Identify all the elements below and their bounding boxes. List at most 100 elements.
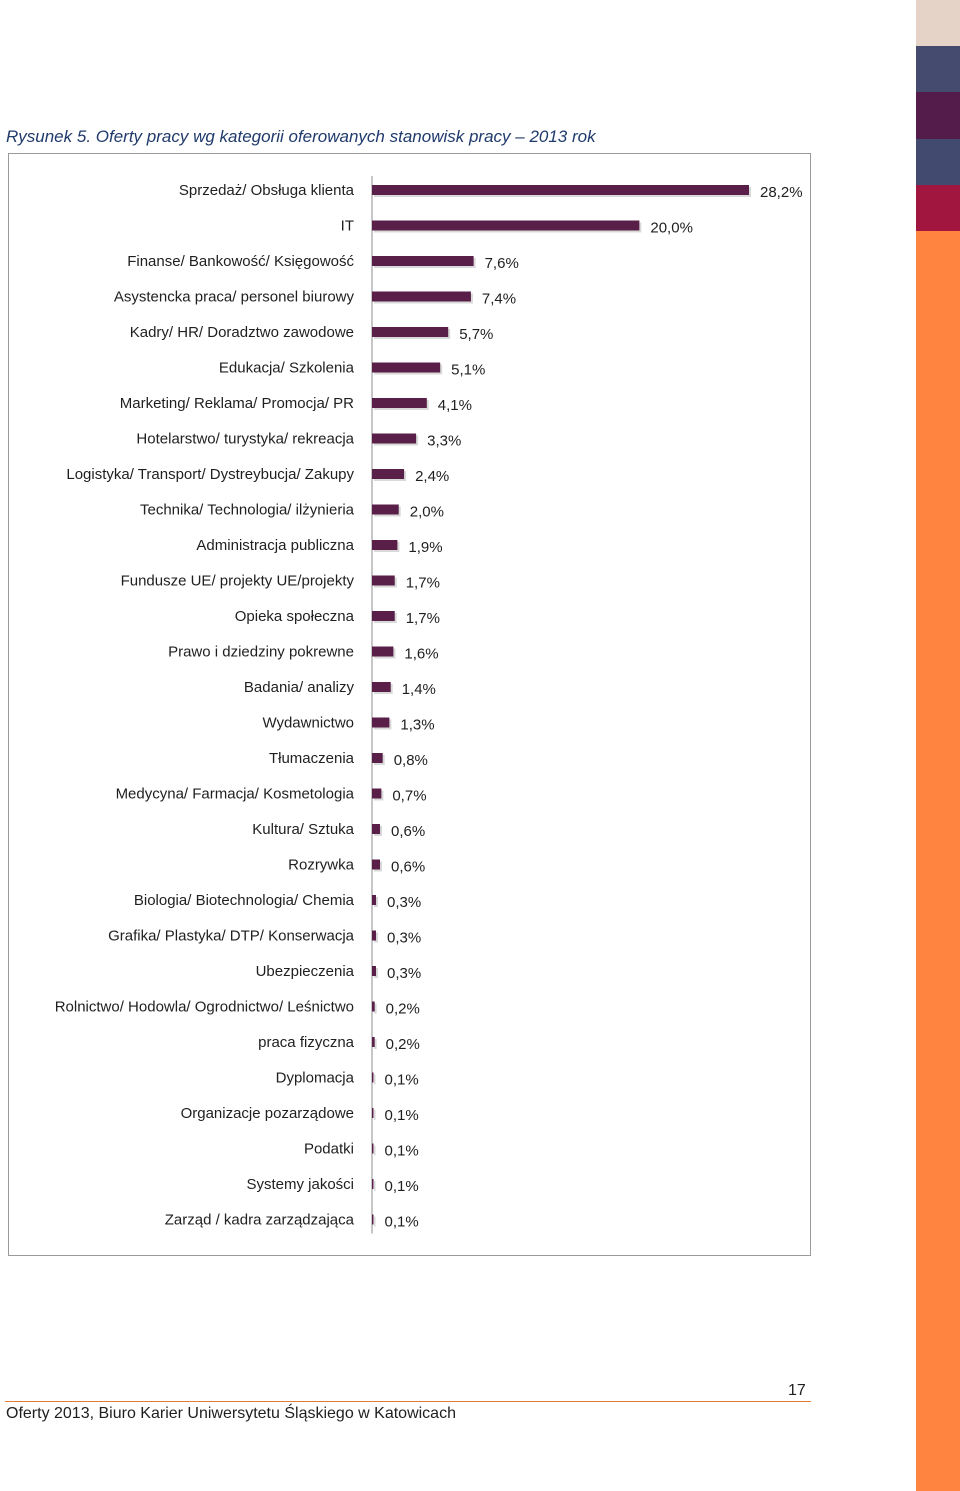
bar	[372, 1143, 374, 1154]
category-label: Rozrywka	[288, 857, 355, 874]
bar-shadow	[374, 1216, 376, 1227]
category-label: Marketing/ Reklama/ Promocja/ PR	[120, 395, 354, 412]
data-label: 0,3%	[387, 930, 421, 947]
bar	[372, 398, 427, 408]
data-label: 0,2%	[386, 1036, 420, 1053]
side-strip-band	[916, 0, 960, 46]
data-label: 20,0%	[650, 220, 693, 237]
bar	[372, 469, 405, 479]
data-label: 0,2%	[386, 1001, 420, 1018]
bar	[372, 540, 398, 550]
data-label: 5,1%	[451, 362, 485, 379]
category-label: Rolnictwo/ Hodowla/ Ogrodnictwo/ Leśnict…	[55, 999, 354, 1016]
data-label: 3,3%	[427, 433, 461, 450]
side-strip-band	[916, 46, 960, 92]
category-label: Prawo i dziedziny pokrewne	[168, 644, 354, 661]
bar	[372, 1072, 374, 1083]
footer-source: Oferty 2013, Biuro Karier Uniwersytetu Ś…	[6, 1405, 456, 1422]
bar-shadow	[374, 1039, 377, 1049]
bar	[372, 824, 381, 834]
bar-shadow	[374, 1003, 377, 1014]
data-label: 7,4%	[482, 291, 516, 308]
bar	[372, 966, 377, 976]
data-label: 5,7%	[459, 326, 493, 343]
category-label: Asystencka praca/ personel biurowy	[114, 289, 355, 306]
category-label: Fundusze UE/ projekty UE/projekty	[121, 573, 355, 590]
side-strip-band	[916, 185, 960, 231]
figure-caption: Rysunek 5. Oferty pracy wg kategorii ofe…	[6, 127, 596, 146]
bar	[372, 1214, 374, 1225]
category-label: Zarząd / kadra zarządzająca	[165, 1212, 355, 1229]
bar	[372, 859, 381, 870]
footer-divider	[5, 1401, 811, 1402]
category-label: Dyplomacja	[276, 1070, 355, 1087]
category-label: Technika/ Technologia/ ilżynieria	[140, 502, 355, 519]
page-number: 17	[788, 1382, 806, 1399]
category-label: Edukacja/ Szkolenia	[219, 360, 355, 377]
bar-shadow	[374, 1074, 376, 1085]
bar	[372, 1179, 374, 1189]
data-label: 0,3%	[387, 894, 421, 911]
category-label: Sprzedaż/ Obsługa klienta	[179, 182, 355, 199]
data-label: 2,0%	[410, 504, 444, 521]
data-label: 0,1%	[385, 1072, 419, 1089]
category-label: Systemy jakości	[246, 1176, 354, 1193]
bar	[372, 717, 390, 728]
data-label: 7,6%	[485, 255, 519, 272]
bar	[372, 327, 449, 337]
data-label: 28,2%	[760, 184, 803, 201]
category-label: Opieka społeczna	[235, 608, 355, 625]
side-strip-band	[916, 231, 960, 1491]
bar	[372, 611, 395, 621]
category-label: Kadry/ HR/ Doradztwo zawodowe	[130, 324, 354, 341]
decorative-side-strip	[916, 0, 960, 1491]
bar-chart: Sprzedaż/ Obsługa klienta 28,2% IT 20,0% Fin…	[55, 176, 803, 1234]
data-label: 1,7%	[406, 575, 440, 592]
bar	[372, 1037, 375, 1047]
bar	[372, 895, 377, 905]
category-label: Badania/ analizy	[244, 679, 355, 696]
data-label: 0,1%	[385, 1214, 419, 1231]
data-label: 1,3%	[400, 717, 434, 734]
data-label: 4,1%	[438, 397, 472, 414]
side-strip-band	[916, 139, 960, 185]
bar	[372, 256, 474, 266]
data-label: 2,4%	[415, 468, 449, 485]
bar	[372, 291, 471, 302]
category-label: praca fizyczna	[258, 1034, 355, 1051]
category-label: Ubezpieczenia	[256, 963, 355, 980]
bar	[372, 646, 394, 657]
data-label: 0,1%	[385, 1178, 419, 1195]
category-label: Grafika/ Plastyka/ DTP/ Konserwacja	[108, 928, 355, 945]
bar	[372, 504, 399, 515]
bar	[372, 575, 395, 586]
category-label: Hotelarstwo/ turystyka/ rekreacja	[136, 431, 354, 448]
bar	[372, 185, 749, 195]
bar-shadow	[374, 1145, 376, 1156]
bar	[372, 753, 383, 763]
bar	[372, 1001, 375, 1012]
data-label: 0,1%	[385, 1143, 419, 1160]
category-label: Tłumaczenia	[269, 750, 355, 767]
category-label: IT	[341, 218, 354, 235]
bar-shadow	[374, 1110, 376, 1120]
category-label: Kultura/ Sztuka	[252, 821, 354, 838]
data-label: 0,7%	[392, 788, 426, 805]
data-label: 0,3%	[387, 965, 421, 982]
chart-frame: Sprzedaż/ Obsługa klienta 28,2% IT 20,0% Fin…	[8, 153, 811, 1256]
bar	[372, 930, 377, 941]
bar-shadow	[374, 1181, 376, 1191]
data-label: 1,6%	[404, 646, 438, 663]
bar	[372, 788, 382, 799]
data-label: 0,1%	[385, 1107, 419, 1124]
category-label: Administracja publiczna	[196, 537, 354, 554]
data-label: 0,8%	[394, 752, 428, 769]
data-label: 0,6%	[391, 859, 425, 876]
category-label: Biologia/ Biotechnologia/ Chemia	[134, 892, 355, 909]
side-strip-band	[916, 92, 960, 139]
data-label: 1,4%	[402, 681, 436, 698]
category-label: Podatki	[304, 1141, 354, 1158]
category-label: Wydawnictwo	[262, 715, 354, 732]
category-label: Organizacje pozarządowe	[181, 1105, 354, 1122]
bar	[372, 362, 441, 373]
